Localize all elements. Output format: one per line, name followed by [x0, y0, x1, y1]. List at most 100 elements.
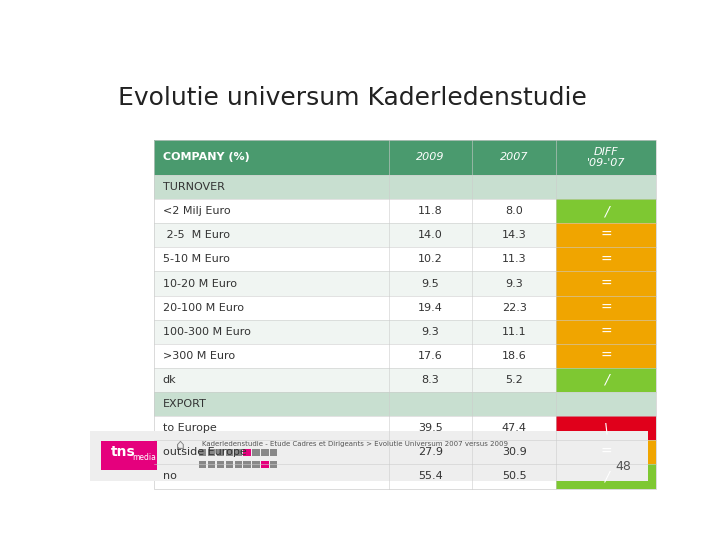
- FancyBboxPatch shape: [389, 440, 472, 464]
- Text: =: =: [600, 349, 612, 363]
- Text: 5.2: 5.2: [505, 375, 523, 385]
- FancyBboxPatch shape: [208, 461, 215, 468]
- Text: =: =: [600, 252, 612, 266]
- FancyBboxPatch shape: [556, 140, 657, 175]
- FancyBboxPatch shape: [253, 449, 260, 456]
- FancyBboxPatch shape: [472, 320, 556, 344]
- FancyBboxPatch shape: [389, 247, 472, 272]
- FancyBboxPatch shape: [253, 461, 260, 468]
- Text: media: media: [132, 453, 156, 462]
- FancyBboxPatch shape: [556, 416, 657, 440]
- FancyBboxPatch shape: [199, 461, 206, 468]
- Text: 11.3: 11.3: [502, 254, 526, 265]
- FancyBboxPatch shape: [556, 344, 657, 368]
- FancyBboxPatch shape: [472, 344, 556, 368]
- Text: outside Europe: outside Europe: [163, 447, 246, 457]
- FancyBboxPatch shape: [154, 247, 389, 272]
- Text: 18.6: 18.6: [502, 351, 526, 361]
- Text: 39.5: 39.5: [418, 423, 443, 433]
- Text: 100-300 M Euro: 100-300 M Euro: [163, 327, 251, 337]
- FancyBboxPatch shape: [154, 464, 389, 489]
- FancyBboxPatch shape: [154, 392, 657, 416]
- Text: 2009: 2009: [416, 152, 445, 163]
- FancyBboxPatch shape: [154, 223, 389, 247]
- FancyBboxPatch shape: [556, 320, 657, 344]
- Text: 55.4: 55.4: [418, 471, 443, 482]
- Text: <2 Milj Euro: <2 Milj Euro: [163, 206, 230, 216]
- FancyBboxPatch shape: [199, 449, 206, 456]
- Text: 8.0: 8.0: [505, 206, 523, 216]
- Text: 50.5: 50.5: [502, 471, 526, 482]
- FancyBboxPatch shape: [389, 140, 472, 175]
- Text: 27.9: 27.9: [418, 447, 443, 457]
- Text: 2-5  M Euro: 2-5 M Euro: [163, 230, 230, 240]
- FancyBboxPatch shape: [154, 199, 389, 223]
- FancyBboxPatch shape: [389, 416, 472, 440]
- FancyBboxPatch shape: [389, 295, 472, 320]
- Text: 17.6: 17.6: [418, 351, 443, 361]
- Text: 48: 48: [616, 460, 631, 473]
- FancyBboxPatch shape: [472, 464, 556, 489]
- FancyBboxPatch shape: [389, 272, 472, 295]
- FancyBboxPatch shape: [472, 272, 556, 295]
- Text: 14.0: 14.0: [418, 230, 443, 240]
- FancyBboxPatch shape: [472, 416, 556, 440]
- Text: \: \: [604, 421, 608, 435]
- FancyBboxPatch shape: [556, 223, 657, 247]
- Text: Evolutie universum Kaderledenstudie: Evolutie universum Kaderledenstudie: [118, 85, 587, 110]
- FancyBboxPatch shape: [556, 464, 657, 489]
- FancyBboxPatch shape: [556, 247, 657, 272]
- Text: 14.3: 14.3: [502, 230, 526, 240]
- FancyBboxPatch shape: [472, 140, 556, 175]
- FancyBboxPatch shape: [472, 368, 556, 392]
- Text: /: /: [604, 204, 608, 218]
- FancyBboxPatch shape: [389, 223, 472, 247]
- Text: no: no: [163, 471, 176, 482]
- FancyBboxPatch shape: [261, 449, 269, 456]
- Text: =: =: [600, 228, 612, 242]
- FancyBboxPatch shape: [389, 368, 472, 392]
- Text: ⌂: ⌂: [176, 438, 185, 453]
- FancyBboxPatch shape: [235, 449, 242, 456]
- Text: tns: tns: [111, 446, 136, 460]
- FancyBboxPatch shape: [225, 461, 233, 468]
- FancyBboxPatch shape: [90, 431, 648, 481]
- FancyBboxPatch shape: [472, 440, 556, 464]
- FancyBboxPatch shape: [556, 295, 657, 320]
- FancyBboxPatch shape: [101, 441, 157, 470]
- FancyBboxPatch shape: [154, 175, 657, 199]
- Text: =: =: [600, 301, 612, 315]
- FancyBboxPatch shape: [556, 368, 657, 392]
- Text: =: =: [600, 446, 612, 460]
- Text: 11.8: 11.8: [418, 206, 443, 216]
- FancyBboxPatch shape: [556, 440, 657, 464]
- Text: EXPORT: EXPORT: [163, 399, 207, 409]
- Text: 11.1: 11.1: [502, 327, 526, 337]
- FancyBboxPatch shape: [389, 344, 472, 368]
- Text: 20-100 M Euro: 20-100 M Euro: [163, 302, 243, 313]
- FancyBboxPatch shape: [243, 449, 251, 456]
- Text: to Europe: to Europe: [163, 423, 216, 433]
- FancyBboxPatch shape: [208, 449, 215, 456]
- Text: Kaderledenstudie - Etude Cadres et Dirigeants > Evolutie Universum 2007 versus 2: Kaderledenstudie - Etude Cadres et Dirig…: [202, 441, 508, 447]
- FancyBboxPatch shape: [389, 199, 472, 223]
- FancyBboxPatch shape: [154, 416, 389, 440]
- FancyBboxPatch shape: [154, 320, 389, 344]
- Text: 9.3: 9.3: [421, 327, 439, 337]
- Text: /: /: [604, 469, 608, 483]
- Text: TURNOVER: TURNOVER: [163, 182, 225, 192]
- FancyBboxPatch shape: [556, 272, 657, 295]
- FancyBboxPatch shape: [154, 272, 389, 295]
- Text: 8.3: 8.3: [421, 375, 439, 385]
- Text: 22.3: 22.3: [502, 302, 526, 313]
- FancyBboxPatch shape: [472, 223, 556, 247]
- FancyBboxPatch shape: [217, 449, 224, 456]
- Text: 9.3: 9.3: [505, 279, 523, 288]
- Text: 47.4: 47.4: [502, 423, 526, 433]
- Text: 9.5: 9.5: [421, 279, 439, 288]
- FancyBboxPatch shape: [154, 295, 389, 320]
- Text: 5-10 M Euro: 5-10 M Euro: [163, 254, 230, 265]
- FancyBboxPatch shape: [154, 140, 389, 175]
- FancyBboxPatch shape: [389, 320, 472, 344]
- Text: =: =: [600, 325, 612, 339]
